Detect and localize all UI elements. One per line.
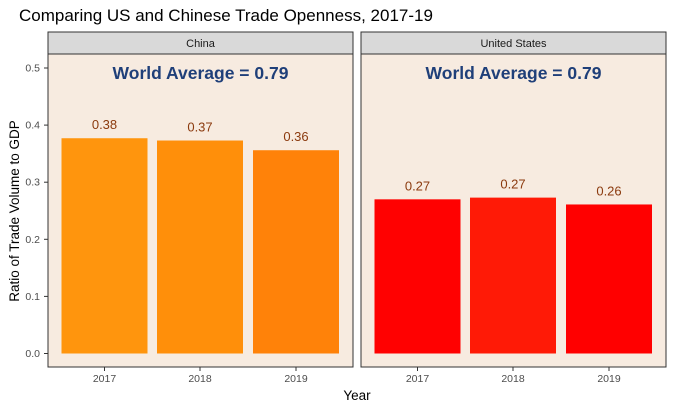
bar-value-label: 0.27 (500, 177, 525, 192)
y-tick-label: 0.0 (25, 348, 40, 360)
bar (374, 199, 461, 354)
bar-value-label: 0.37 (187, 120, 212, 135)
bar-value-label: 0.38 (92, 117, 117, 132)
y-tick-label: 0.2 (25, 234, 40, 246)
world-average-annotation: World Average = 0.79 (426, 63, 602, 83)
chart-title: Comparing US and Chinese Trade Openness,… (19, 6, 433, 25)
y-tick-label: 0.4 (25, 120, 40, 132)
facet-strip-label: China (186, 38, 216, 50)
x-axis-title: Year (343, 388, 371, 403)
y-axis-title: Ratio of Trade Volume to GDP (7, 120, 22, 302)
facet-strip-label: United States (480, 38, 547, 50)
x-tick-label: 2017 (93, 373, 117, 385)
bar (157, 140, 243, 354)
x-tick-label: 2019 (597, 373, 621, 385)
y-tick-label: 0.3 (25, 177, 40, 189)
bar-value-label: 0.27 (405, 178, 430, 193)
bar (566, 204, 652, 354)
y-tick-label: 0.5 (25, 63, 40, 75)
bar (61, 138, 148, 354)
y-tick-label: 0.1 (25, 291, 40, 303)
facet-panel-china: China 0.38 0.37 0.36 World Average = 0.79 201… (47, 31, 354, 385)
x-tick-label: 2018 (188, 373, 212, 385)
world-average-annotation: World Average = 0.79 (113, 63, 289, 83)
bar (253, 150, 339, 354)
x-tick-label: 2019 (284, 373, 308, 385)
x-tick-label: 2017 (406, 373, 430, 385)
x-tick-label: 2018 (501, 373, 525, 385)
facet-panel-united-states: United States 0.27 0.27 0.26 World Average =… (360, 31, 667, 385)
bar (470, 197, 556, 354)
bar-value-label: 0.36 (283, 129, 308, 144)
bar-value-label: 0.26 (596, 183, 621, 198)
plot-area: 0.0 0.1 0.2 0.3 0.4 0.5 China 0.38 0.37 0.36 World… (25, 31, 667, 385)
